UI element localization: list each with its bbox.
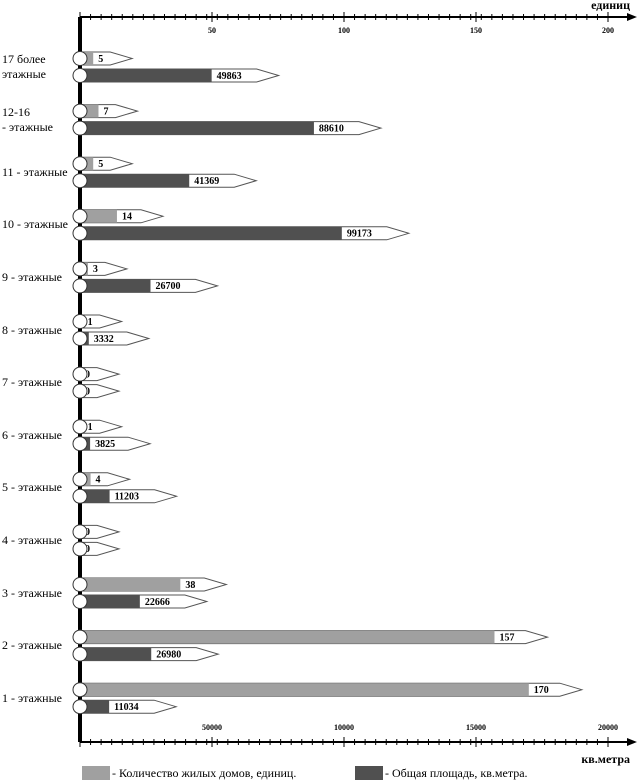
data-label: 0 <box>85 527 90 538</box>
x2-tick-label: 50000 <box>202 723 222 732</box>
bar-origin <box>72 682 88 698</box>
x2-tick-label: 20000 <box>598 723 618 732</box>
legend-swatch <box>355 766 383 780</box>
data-label: 26980 <box>156 649 181 660</box>
x-axis-title: единиц <box>591 0 630 12</box>
data-label: 0 <box>85 369 90 380</box>
bar-origin <box>72 208 88 224</box>
category-label: 8 - этажные <box>2 322 62 337</box>
bar-origin <box>72 68 88 83</box>
bar-origin <box>72 120 88 136</box>
bar-origin <box>72 103 88 119</box>
data-label: 49863 <box>217 71 242 82</box>
category-label: 10 - этажные <box>2 217 68 232</box>
bar-origin <box>72 366 88 382</box>
bar <box>80 174 190 188</box>
bar <box>80 489 110 503</box>
bar-origin <box>72 261 88 277</box>
bar <box>80 595 140 608</box>
bar-origin <box>72 383 88 399</box>
category-label: 6 - этажные <box>2 427 62 442</box>
data-label: 170 <box>534 685 549 696</box>
category-label: 9 - этажные <box>2 269 62 284</box>
bar-origin <box>72 471 88 487</box>
bar-origin <box>72 594 88 609</box>
bar-origin <box>72 419 88 435</box>
x-tick-label: 50 <box>208 26 216 35</box>
x2-tick-label: 15000 <box>466 723 486 732</box>
data-label: 157 <box>499 632 514 643</box>
axis-arrow <box>627 13 637 21</box>
bar <box>80 121 314 135</box>
x-tick-label: 0 <box>78 26 82 35</box>
label-arrow <box>79 331 151 346</box>
legend-swatch <box>82 766 110 780</box>
bar <box>80 647 152 661</box>
data-label: 1 <box>88 317 93 328</box>
bar-origin <box>72 436 88 452</box>
category-label: 17 более этажные <box>2 52 46 81</box>
bar-origin <box>72 51 88 66</box>
data-label: 5 <box>98 159 103 170</box>
axis-arrow <box>627 738 637 746</box>
bar-origin <box>72 699 88 715</box>
bar-origin <box>72 646 88 662</box>
bar-origin <box>72 314 88 329</box>
data-label: 99173 <box>347 229 372 240</box>
bar <box>80 69 212 82</box>
x-tick-label: 200 <box>602 26 614 35</box>
bar-origin <box>72 156 88 172</box>
legend-label: - Общая площадь, кв.метра. <box>385 766 528 780</box>
data-label: 11034 <box>114 702 138 713</box>
bar <box>80 209 117 223</box>
bar <box>80 279 151 293</box>
bar <box>80 683 529 697</box>
category-label: 11 - этажные <box>2 164 68 179</box>
data-label: 7 <box>103 106 108 117</box>
bar-origin <box>72 278 88 294</box>
bar-origin <box>72 225 88 241</box>
bar <box>80 630 495 644</box>
x2-tick-label: 10000 <box>334 723 354 732</box>
category-label: 1 - этажные <box>2 690 62 705</box>
data-label: 11203 <box>115 492 139 503</box>
bar-origin <box>72 524 88 540</box>
data-label: 38 <box>185 580 195 591</box>
category-label: 4 - этажные <box>2 532 62 547</box>
data-label: 3 <box>93 264 98 275</box>
data-label: 22666 <box>145 597 170 608</box>
data-label: 41369 <box>194 176 219 187</box>
data-label: 88610 <box>319 123 344 134</box>
data-label: 5 <box>98 54 103 65</box>
bar-origin <box>72 488 88 504</box>
x-tick-label: 100 <box>338 26 350 35</box>
category-label: 3 - этажные <box>2 585 62 600</box>
x2-axis-title: кв.метра <box>581 752 630 766</box>
bar-origin <box>72 173 88 189</box>
category-label: 2 - этажные <box>2 638 62 653</box>
category-label: 12-16 - этажные <box>2 104 53 134</box>
bar <box>80 578 181 591</box>
bar-origin <box>72 541 88 557</box>
legend-label: - Количество жилых домов, единиц. <box>112 766 296 780</box>
data-label: 3825 <box>95 439 115 450</box>
x-tick-label: 150 <box>470 26 482 35</box>
bar-origin <box>72 577 88 592</box>
data-label: 1 <box>88 422 93 433</box>
x2-tick-label: 0 <box>78 723 82 732</box>
data-label: 14 <box>122 212 132 223</box>
data-label: 3332 <box>94 334 114 345</box>
data-label: 26700 <box>155 281 180 292</box>
data-label: 0 <box>85 544 90 555</box>
data-label: 0 <box>85 386 90 397</box>
category-label: 7 - этажные <box>2 375 62 390</box>
category-label: 5 - этажные <box>2 480 62 495</box>
bar <box>80 700 110 714</box>
bar-origin <box>72 629 88 645</box>
bar-origin <box>72 331 88 346</box>
bar <box>80 226 342 240</box>
data-label: 4 <box>96 475 101 486</box>
